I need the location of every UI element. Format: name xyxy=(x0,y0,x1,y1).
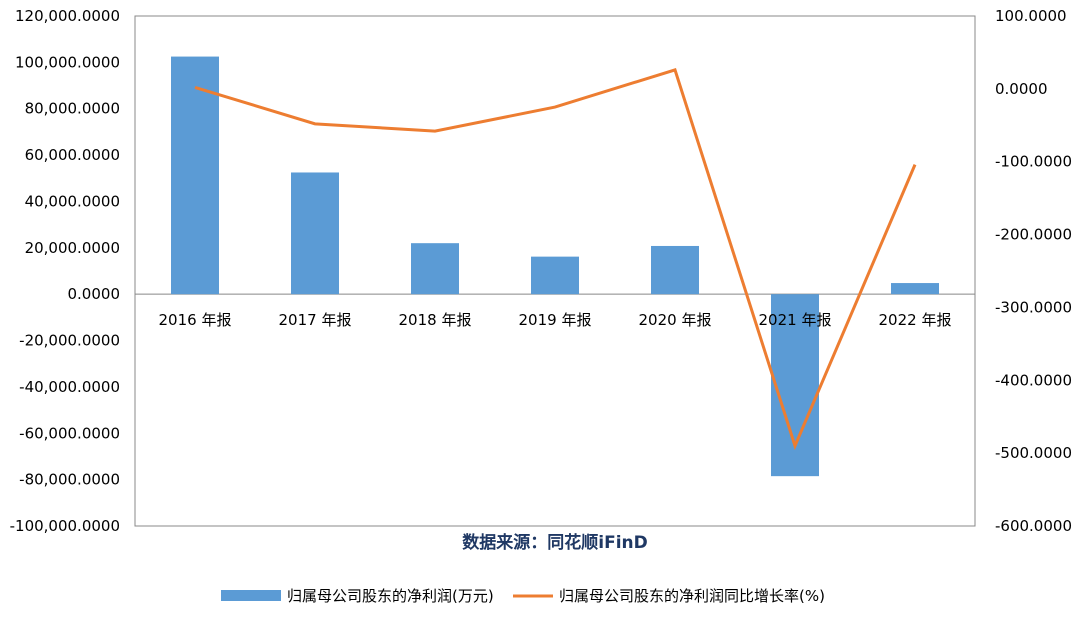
right-axis-tick-label: -100.0000 xyxy=(995,153,1072,171)
left-axis-tick-label: -20,000.0000 xyxy=(19,332,120,350)
left-axis-tick-label: 40,000.0000 xyxy=(25,192,120,210)
bar-1 xyxy=(291,172,339,295)
left-axis-tick-label: 120,000.0000 xyxy=(15,7,120,25)
category-label: 2018 年报 xyxy=(399,311,472,329)
left-axis-tick-label: 0.0000 xyxy=(68,285,121,303)
category-label: 2016 年报 xyxy=(159,311,232,329)
right-axis-tick-label: -500.0000 xyxy=(995,444,1072,462)
left-axis-tick-label: -60,000.0000 xyxy=(19,424,120,442)
left-axis-tick-label: 20,000.0000 xyxy=(25,239,120,257)
bar-0 xyxy=(171,56,219,295)
left-axis-tick-label: 80,000.0000 xyxy=(25,100,120,118)
source-note: 数据来源：同花顺iFinD xyxy=(462,532,647,553)
left-axis-tick-label: 100,000.0000 xyxy=(15,53,120,71)
bar-2 xyxy=(411,243,459,295)
left-axis-ticks: 120,000.0000 100,000.0000 80,000.0000 60,00… xyxy=(10,7,120,535)
right-axis-ticks: 100.0000 0.0000 -100.0000 -200.0000 -300.000… xyxy=(995,7,1072,535)
legend: 归属母公司股东的净利润(万元) 归属母公司股东的净利润同比增长率(%) xyxy=(221,587,825,605)
legend-bar-label: 归属母公司股东的净利润(万元) xyxy=(287,587,494,605)
category-label: 2019 年报 xyxy=(519,311,592,329)
right-axis-tick-label: 100.0000 xyxy=(995,7,1067,25)
category-label: 2021 年报 xyxy=(759,311,832,329)
left-axis-tick-label: -80,000.0000 xyxy=(19,471,120,489)
bar-3 xyxy=(531,256,579,295)
bar-4 xyxy=(651,245,699,295)
left-axis-tick-label: -100,000.0000 xyxy=(10,517,120,535)
category-label: 2017 年报 xyxy=(279,311,352,329)
legend-bar-swatch xyxy=(221,590,281,601)
left-axis-tick-label: -40,000.0000 xyxy=(19,378,120,396)
right-axis-tick-label: -200.0000 xyxy=(995,226,1072,244)
category-label: 2020 年报 xyxy=(639,311,712,329)
right-axis-tick-label: -600.0000 xyxy=(995,517,1072,535)
left-axis-tick-label: 60,000.0000 xyxy=(25,146,120,164)
legend-line-label: 归属母公司股东的净利润同比增长率(%) xyxy=(559,587,825,605)
category-label: 2022 年报 xyxy=(879,311,952,329)
bar-6 xyxy=(891,283,939,295)
growth-rate-line xyxy=(194,68,917,451)
right-axis-tick-label: -300.0000 xyxy=(995,298,1072,316)
category-labels: 2016 年报 2017 年报 2018 年报 2019 年报 2020 年报 2021 … xyxy=(159,311,952,329)
right-axis-tick-label: -400.0000 xyxy=(995,371,1072,389)
right-axis-tick-label: 0.0000 xyxy=(995,80,1048,98)
bar-series xyxy=(171,56,939,477)
line-series xyxy=(194,68,917,451)
